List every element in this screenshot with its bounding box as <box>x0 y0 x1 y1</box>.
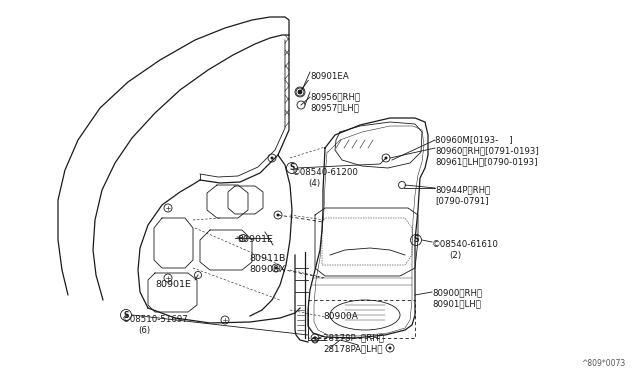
Circle shape <box>276 214 280 217</box>
Text: 80961〈LH〉[0790-0193]: 80961〈LH〉[0790-0193] <box>435 157 538 166</box>
Text: S: S <box>124 311 129 320</box>
Circle shape <box>271 157 273 160</box>
Text: S: S <box>289 164 294 173</box>
Text: 80901〈LH〉: 80901〈LH〉 <box>432 299 481 308</box>
Text: 80900A: 80900A <box>323 312 358 321</box>
Text: ^809*0073: ^809*0073 <box>580 359 625 368</box>
Text: 80960M[0193-    ]: 80960M[0193- ] <box>435 135 513 144</box>
Text: 80900〈RH〉: 80900〈RH〉 <box>432 288 482 297</box>
Text: 80956〈RH〉: 80956〈RH〉 <box>310 92 360 101</box>
Circle shape <box>298 90 301 93</box>
Circle shape <box>388 346 392 350</box>
Circle shape <box>275 266 278 269</box>
Text: ©08540-61200: ©08540-61200 <box>292 168 359 177</box>
Circle shape <box>298 90 302 94</box>
Text: 28178P  〈RH〉: 28178P 〈RH〉 <box>323 333 384 342</box>
Circle shape <box>314 337 317 340</box>
Text: 80911B: 80911B <box>249 254 285 263</box>
Text: (2): (2) <box>449 251 461 260</box>
Text: ©08540-61610: ©08540-61610 <box>432 240 499 249</box>
Text: ©08510-51697: ©08510-51697 <box>122 315 189 324</box>
Text: (4): (4) <box>308 179 320 188</box>
Text: 80900X: 80900X <box>249 265 285 274</box>
Text: 80960〈RH〉[0791-0193]: 80960〈RH〉[0791-0193] <box>435 146 539 155</box>
Text: 80944P〈RH〉: 80944P〈RH〉 <box>435 185 490 194</box>
Text: 80901E: 80901E <box>155 280 191 289</box>
Text: [0790-0791]: [0790-0791] <box>435 196 488 205</box>
Text: 80901EA: 80901EA <box>310 72 349 81</box>
Text: 80901E: 80901E <box>237 235 273 244</box>
Circle shape <box>385 157 387 160</box>
Text: 28178PA〈LH〉: 28178PA〈LH〉 <box>323 344 383 353</box>
Text: 80957〈LH〉: 80957〈LH〉 <box>310 103 359 112</box>
Text: (6): (6) <box>138 326 150 335</box>
Text: S: S <box>413 235 419 244</box>
